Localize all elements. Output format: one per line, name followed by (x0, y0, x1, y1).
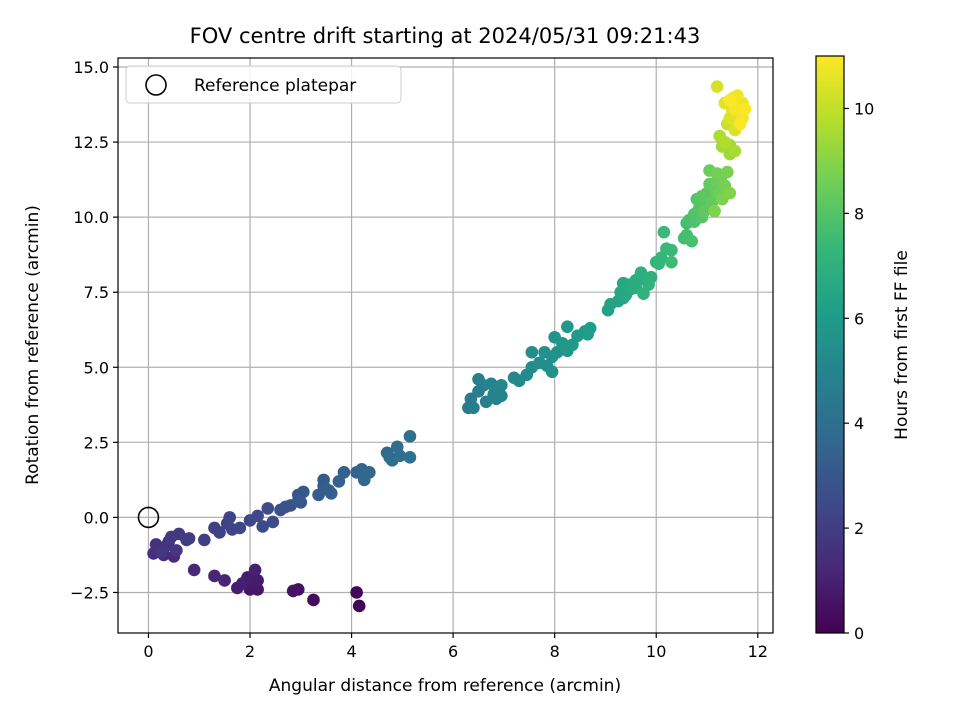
data-point (738, 102, 752, 116)
data-point (561, 320, 574, 334)
colorbar-tick-label: 6 (854, 309, 864, 328)
data-point (233, 521, 247, 535)
data-point (708, 204, 721, 218)
data-point (261, 502, 275, 515)
data-point (218, 574, 231, 587)
data-point (652, 257, 666, 270)
colorbar-tick-label: 0 (854, 624, 864, 643)
x-tick-label: 4 (346, 642, 356, 661)
data-point (248, 563, 262, 577)
data-point (665, 243, 678, 257)
data-point (665, 255, 678, 269)
x-tick-label: 10 (646, 642, 666, 661)
data-point (583, 321, 597, 335)
data-point (545, 365, 559, 379)
data-point (286, 584, 300, 598)
x-axis-ticks: 0 2 4 6 8 10 12 (143, 633, 768, 661)
data-points (147, 80, 752, 613)
y-tick-label: 15.0 (73, 58, 109, 77)
data-point (256, 520, 270, 533)
data-point (723, 93, 737, 107)
colorbar: 0 2 4 6 8 10 Hours from first FF file (815, 55, 912, 643)
data-point (710, 167, 724, 180)
data-point (180, 533, 193, 547)
x-tick-label: 8 (550, 642, 560, 661)
data-point (657, 225, 671, 239)
data-point (695, 189, 709, 203)
x-tick-label: 0 (143, 642, 153, 661)
colorbar-label: Hours from first FF file (892, 250, 912, 440)
data-point (728, 144, 742, 158)
chart-title: FOV centre drift starting at 2024/05/31 … (190, 24, 701, 48)
data-point (352, 599, 366, 613)
legend: Reference platepar (125, 65, 402, 104)
x-tick-label: 2 (245, 642, 255, 661)
data-point (198, 533, 211, 547)
legend-box (125, 65, 402, 104)
colorbar-gradient (815, 55, 845, 634)
x-tick-label: 12 (748, 642, 768, 661)
data-point (495, 389, 508, 403)
data-point (403, 430, 417, 443)
data-point (236, 577, 249, 590)
data-point (495, 378, 508, 392)
data-point (266, 515, 280, 529)
data-point (390, 440, 404, 454)
data-point (170, 544, 183, 557)
data-point (294, 496, 308, 509)
y-tick-label: 2.5 (84, 433, 109, 452)
data-point (718, 135, 732, 149)
y-tick-label: 10.0 (73, 208, 109, 227)
colorbar-tick-label: 10 (854, 99, 874, 118)
reference-marker (137, 506, 160, 529)
data-point (733, 117, 747, 131)
data-point (350, 586, 363, 599)
y-tick-label: 7.5 (84, 283, 109, 302)
data-point (363, 466, 376, 479)
data-point (223, 511, 237, 524)
colorbar-tick-label: 8 (854, 204, 864, 223)
x-tick-label: 6 (448, 642, 458, 661)
data-point (213, 526, 226, 539)
y-tick-label: 0.0 (84, 508, 109, 527)
data-point (403, 451, 417, 464)
data-point (337, 466, 351, 479)
data-point (208, 569, 221, 583)
data-point (187, 563, 201, 577)
plot-frame (117, 57, 774, 634)
data-point (710, 80, 724, 93)
data-point (324, 487, 338, 500)
data-point (297, 485, 310, 499)
colorbar-tick-label: 4 (854, 414, 864, 433)
data-point (154, 545, 168, 559)
y-axis-ticks: −2.5 0.0 2.5 5.0 7.5 10.0 12.5 15.0 (70, 58, 118, 602)
data-point (251, 509, 264, 523)
data-point (723, 186, 737, 200)
data-point (251, 574, 264, 587)
y-tick-label: 5.0 (84, 358, 109, 377)
legend-marker (145, 74, 167, 96)
data-point (685, 234, 699, 248)
y-tick-label: 12.5 (73, 133, 109, 152)
data-point (698, 204, 711, 218)
data-point (307, 593, 320, 607)
data-point (484, 377, 498, 391)
data-point (525, 345, 539, 359)
data-point (383, 451, 396, 464)
x-axis-label: Angular distance from reference (arcmin) (269, 676, 621, 696)
data-point (642, 278, 655, 291)
y-tick-label: −2.5 (70, 583, 109, 602)
y-axis-label: Rotation from reference (arcmin) (23, 205, 43, 485)
colorbar-ticks: 0 2 4 6 8 10 (844, 99, 874, 643)
colorbar-tick-label: 2 (854, 519, 864, 538)
data-point (317, 473, 330, 487)
plot-area: 0 2 4 6 8 10 12 −2.5 0.0 2.5 5.0 7.5 10.0 12.5 15.0 (70, 57, 774, 661)
legend-entry: Reference platepar (194, 76, 356, 96)
data-point (721, 165, 734, 179)
grid (118, 58, 773, 633)
